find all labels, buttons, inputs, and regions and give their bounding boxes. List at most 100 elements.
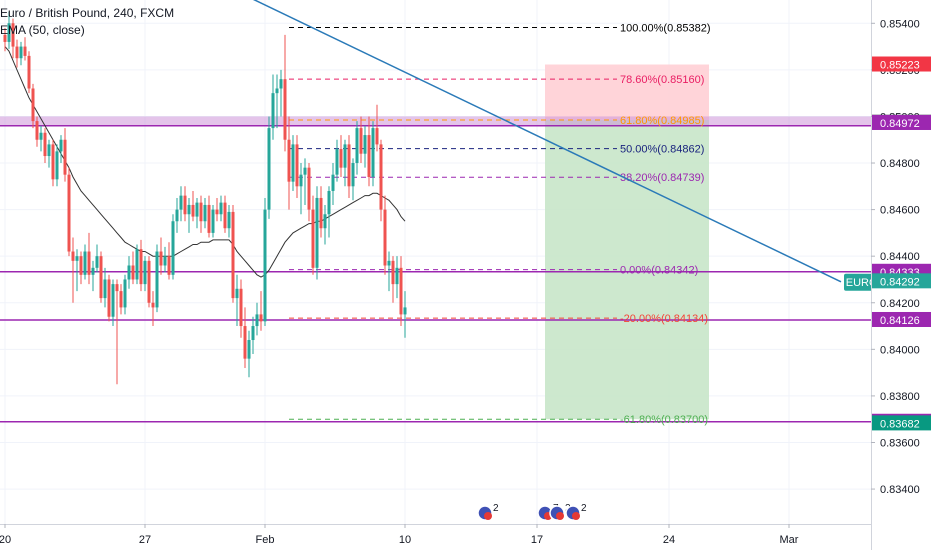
candle <box>375 104 379 152</box>
candle <box>319 186 323 238</box>
time-axis[interactable]: 20 27 Feb 10 17 24 Mar <box>0 524 871 550</box>
candle <box>331 163 335 205</box>
candle-body <box>223 202 227 229</box>
candle-body <box>171 221 175 275</box>
candle <box>355 121 359 175</box>
candle-body <box>315 197 319 268</box>
candle-body <box>7 23 11 42</box>
price-badge-label: 0.84126 <box>880 315 920 327</box>
candle-body <box>127 265 131 280</box>
candle-body <box>267 128 271 210</box>
candle-body <box>311 209 315 268</box>
candle <box>351 158 355 201</box>
candle <box>239 279 243 338</box>
candle <box>75 249 79 292</box>
indicator-label[interactable]: EMA (50, close) <box>0 23 85 37</box>
candle-body <box>103 279 107 299</box>
event-flag-icon <box>556 512 564 520</box>
candle <box>259 291 263 331</box>
price-tick-label: 0.84800 <box>880 158 920 170</box>
candle <box>327 186 331 238</box>
candle-body <box>243 326 247 359</box>
candle-body <box>31 88 35 122</box>
candle-body <box>399 267 403 315</box>
price-badge[interactable] <box>872 114 931 130</box>
candle <box>267 116 271 219</box>
candle <box>207 195 211 238</box>
candle <box>191 190 195 222</box>
price-badge[interactable] <box>872 311 931 327</box>
candle <box>167 242 171 280</box>
candle-body <box>351 163 355 187</box>
economic-events[interactable]: 2722 <box>477 503 587 521</box>
candle-body <box>63 139 67 175</box>
candle-body <box>383 209 387 266</box>
candle <box>171 214 175 280</box>
candle-body <box>107 279 111 317</box>
candle <box>219 195 223 222</box>
candle-body <box>167 256 171 275</box>
candle-body <box>183 195 187 215</box>
candle-body <box>255 314 259 327</box>
candle <box>91 260 95 292</box>
candle <box>11 18 15 59</box>
candle-body <box>95 256 99 268</box>
candle-body <box>123 279 127 308</box>
candle-body <box>395 267 399 285</box>
candle <box>311 195 315 275</box>
price-badge-label: 0.83682 <box>880 418 920 430</box>
candle <box>55 144 59 187</box>
candle <box>363 125 367 168</box>
candle-body <box>71 251 75 261</box>
candle <box>255 302 259 336</box>
candle <box>263 197 267 327</box>
price-badge[interactable] <box>872 415 931 431</box>
candle <box>187 197 191 233</box>
candle-body <box>327 190 331 215</box>
candle-body <box>27 55 31 89</box>
candle <box>339 135 343 177</box>
candle <box>391 256 395 303</box>
candle-body <box>263 209 267 322</box>
candle <box>59 135 63 164</box>
candle <box>299 163 303 215</box>
price-badge-label: 0.84292 <box>880 276 920 288</box>
time-tick-label: 27 <box>139 534 151 546</box>
fib-level-label: -20.00%(0.84134) <box>620 313 708 325</box>
candle <box>107 274 111 322</box>
fib-level-label: 100.00%(0.85382) <box>620 22 711 34</box>
candle <box>367 116 371 187</box>
candle <box>403 291 407 338</box>
candle-body <box>287 139 291 182</box>
candle-body <box>23 46 27 56</box>
resistance-zone-band[interactable] <box>0 116 871 126</box>
candle-body <box>91 267 95 275</box>
symbol-title[interactable]: Euro / British Pound, 240, FXCM <box>0 6 175 20</box>
candle <box>67 167 71 257</box>
resistance-zone[interactable] <box>0 116 871 127</box>
price-axis[interactable]: 0.854000.852000.850000.848000.846000.844… <box>871 0 932 550</box>
candle-body <box>251 326 255 341</box>
candle-body <box>131 265 135 280</box>
candle <box>15 39 19 68</box>
stop-loss-zone[interactable] <box>545 64 709 120</box>
descending-trendline[interactable] <box>245 0 842 283</box>
candle-body <box>59 139 63 152</box>
fib-level-label: 78.60%(0.85160) <box>620 74 704 86</box>
candle <box>323 204 327 245</box>
candle-body <box>55 151 59 180</box>
candle-body <box>195 202 199 217</box>
candle <box>359 116 363 164</box>
candle-body <box>331 174 335 191</box>
candle-body <box>151 302 155 308</box>
fib-level-label: 50.00%(0.84862) <box>620 144 704 156</box>
candle-body <box>247 340 251 359</box>
price-badge[interactable] <box>872 273 931 289</box>
time-tick-label: 24 <box>663 534 675 546</box>
price-badge[interactable] <box>872 56 931 72</box>
fibonacci-retracement[interactable]: 100.00%(0.85382) 78.60%(0.85160) 61.80%(0.… <box>289 22 711 426</box>
candle-body <box>391 260 395 285</box>
candle-body <box>371 128 375 177</box>
